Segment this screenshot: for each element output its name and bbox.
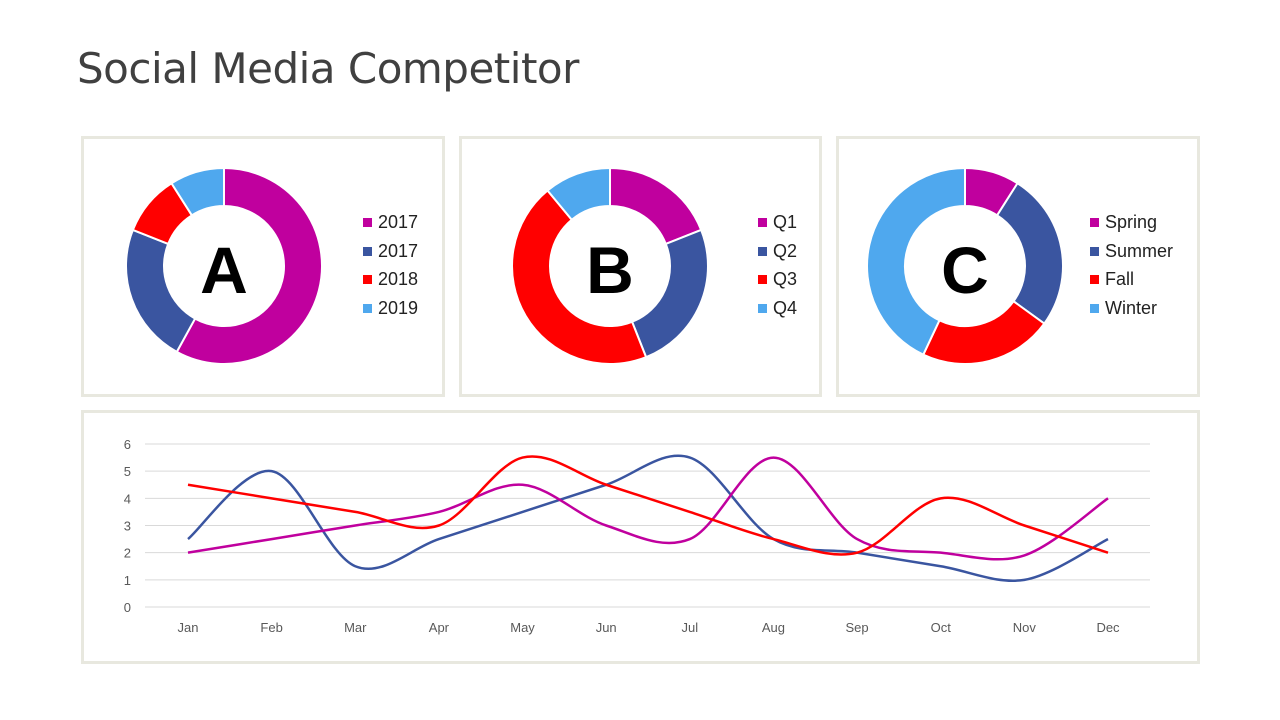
y-tick-label: 6 (124, 437, 131, 452)
y-tick-label: 4 (124, 491, 131, 506)
legend-label: 2017 (378, 211, 419, 232)
x-tick-label: Mar (344, 620, 367, 635)
line-series-2 (187, 455, 1109, 556)
legend-swatch (1090, 217, 1099, 227)
donut-slice-q2 (630, 228, 709, 359)
donut-slice-summer (995, 181, 1064, 326)
legend-label: Spring (1105, 211, 1158, 232)
x-tick-label: Feb (260, 620, 282, 635)
legend-swatch (758, 217, 767, 227)
donut-slice-fall (921, 299, 1046, 365)
donut-slice-q4 (546, 166, 611, 222)
x-tick-label: Jun (596, 620, 617, 635)
legend-item: Spring (1090, 208, 1173, 237)
legend-item: Fall (1090, 265, 1173, 294)
legend-label: 2018 (378, 269, 419, 290)
x-tick-label: Oct (931, 620, 952, 635)
legend-swatch (363, 303, 372, 313)
legend-label: Summer (1105, 240, 1174, 261)
legend-label: 2019 (378, 297, 419, 318)
donut-slice-2017 (125, 228, 197, 354)
legend-label: 2017 (378, 240, 419, 261)
donut-slice-winter (866, 166, 966, 357)
donut-legend: 2017 2017 2018 2019 (363, 208, 418, 323)
y-tick-label: 2 (124, 546, 131, 561)
x-tick-label: Nov (1013, 620, 1037, 635)
legend-swatch (363, 217, 372, 227)
legend-swatch (1090, 246, 1099, 256)
x-tick-label: Dec (1096, 620, 1120, 635)
x-tick-label: Sep (846, 620, 869, 635)
y-tick-label: 3 (124, 519, 131, 534)
line-series-1 (187, 456, 1109, 561)
x-tick-label: May (510, 620, 535, 635)
legend-swatch (758, 246, 767, 256)
legend-label: Q1 (773, 211, 798, 232)
donut-center-label: C (941, 233, 989, 307)
legend-item: Q1 (758, 208, 797, 237)
donut-center-label: A (200, 233, 248, 307)
legend-label: Fall (1105, 269, 1135, 290)
legend-label: Q3 (773, 269, 798, 290)
legend-item: 2017 (363, 208, 418, 237)
legend-item: Winter (1090, 294, 1173, 323)
legend-swatch (758, 275, 767, 285)
legend-item: Q2 (758, 237, 797, 266)
y-tick-label: 5 (124, 464, 131, 479)
legend-item: 2017 (363, 237, 418, 266)
donut-center-label: B (586, 233, 634, 307)
x-tick-label: Aug (762, 620, 785, 635)
x-tick-label: Jan (178, 620, 199, 635)
legend-item: 2019 (363, 294, 418, 323)
x-tick-label: Apr (429, 620, 450, 635)
legend-label: Q4 (773, 297, 798, 318)
legend-swatch (1090, 275, 1099, 285)
legend-swatch (758, 303, 767, 313)
donut-slice-q3 (511, 189, 648, 365)
donut-slice-2017 (175, 166, 323, 365)
donut-legend: Q1 Q2 Q3 Q4 (758, 208, 797, 323)
page-title: Social Media Competitor (77, 44, 579, 93)
legend-item: Q3 (758, 265, 797, 294)
legend-label: Winter (1105, 297, 1158, 318)
legend-item: Summer (1090, 237, 1173, 266)
donut-slice-2019 (170, 166, 225, 217)
legend-swatch (363, 246, 372, 256)
legend-item: 2018 (363, 265, 418, 294)
legend-swatch (363, 275, 372, 285)
legend-label: Q2 (773, 240, 798, 261)
line-series-0 (187, 454, 1109, 582)
y-tick-label: 0 (124, 600, 131, 615)
x-tick-label: Jul (682, 620, 699, 635)
donut-legend: Spring Summer Fall Winter (1090, 208, 1173, 323)
y-tick-label: 1 (124, 573, 131, 588)
legend-swatch (1090, 303, 1099, 313)
legend-item: Q4 (758, 294, 797, 323)
